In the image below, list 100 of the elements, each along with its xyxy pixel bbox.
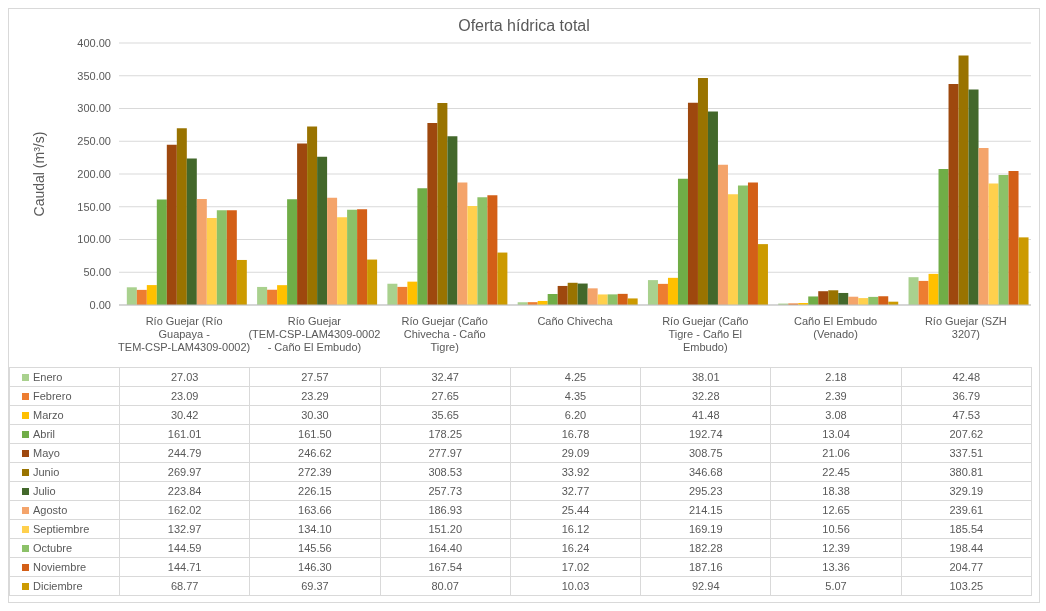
legend-label: Enero [9,367,120,387]
data-label: 214.15 [640,500,771,520]
data-label: 151.20 [380,519,511,539]
data-label: 18.38 [770,481,902,501]
y-tick-label: 100.00 [77,233,111,246]
data-label: 204.77 [901,557,1032,577]
data-label: 33.92 [510,462,641,482]
data-label: 144.71 [119,557,250,577]
data-label: 257.73 [380,481,511,501]
data-label: 32.47 [380,367,511,387]
data-label: 144.59 [119,538,250,558]
data-label: 4.35 [510,386,641,406]
data-label: 17.02 [510,557,641,577]
data-label: 244.79 [119,443,250,463]
legend-label: Noviembre [9,557,120,577]
data-label: 103.25 [901,576,1032,596]
data-label: 207.62 [901,424,1032,444]
data-label: 346.68 [640,462,771,482]
data-label: 182.28 [640,538,771,558]
data-label: 161.01 [119,424,250,444]
data-label: 169.19 [640,519,771,539]
data-label: 2.18 [770,367,902,387]
data-label: 198.44 [901,538,1032,558]
data-label: 380.81 [901,462,1032,482]
data-label: 132.97 [119,519,250,539]
data-label: 239.61 [901,500,1032,520]
legend-label: Agosto [9,500,120,520]
data-label: 27.03 [119,367,250,387]
data-label: 13.04 [770,424,902,444]
data-label: 80.07 [380,576,511,596]
x-tick-label: Río Guejar (Caño Chivecha - Caño Tigre) [401,315,488,353]
data-label: 187.16 [640,557,771,577]
data-label: 186.93 [380,500,511,520]
data-label: 68.77 [119,576,250,596]
data-label: 2.39 [770,386,902,406]
data-label: 47.53 [901,405,1032,425]
data-label: 30.30 [249,405,381,425]
x-tick-label: Río Guejar (SZH 3207) [924,315,1007,340]
data-label: 12.39 [770,538,902,558]
data-label: 10.56 [770,519,902,539]
data-label: 16.78 [510,424,641,444]
y-tick-label: 300.00 [77,102,111,115]
x-tick-label: Caño El Embudo (Venado) [793,315,878,340]
data-label: 69.37 [249,576,381,596]
legend-label: Mayo [9,443,120,463]
chart-title: Oferta hídrica total [457,16,591,36]
data-label: 163.66 [249,500,381,520]
data-label: 21.06 [770,443,902,463]
data-label: 12.65 [770,500,902,520]
data-label: 36.79 [901,386,1032,406]
data-label: 22.45 [770,462,902,482]
data-label: 223.84 [119,481,250,501]
data-label: 10.03 [510,576,641,596]
data-label: 23.29 [249,386,381,406]
data-label: 134.10 [249,519,381,539]
data-label: 30.42 [119,405,250,425]
data-label: 192.74 [640,424,771,444]
data-label: 226.15 [249,481,381,501]
data-label: 35.65 [380,405,511,425]
legend-label: Diciembre [9,576,120,596]
y-tick-label: 400.00 [77,36,111,49]
data-label: 329.19 [901,481,1032,501]
data-label: 32.77 [510,481,641,501]
y-tick-label: 0.00 [89,298,111,311]
data-label: 23.09 [119,386,250,406]
data-label: 4.25 [510,367,641,387]
data-label: 185.54 [901,519,1032,539]
legend-label: Junio [9,462,120,482]
data-label: 277.97 [380,443,511,463]
data-label: 308.53 [380,462,511,482]
data-label: 5.07 [770,576,902,596]
data-label: 29.09 [510,443,641,463]
data-label: 16.24 [510,538,641,558]
data-label: 32.28 [640,386,771,406]
legend-label: Octubre [9,538,120,558]
data-label: 161.50 [249,424,381,444]
legend-label: Abril [9,424,120,444]
y-tick-label: 350.00 [77,69,111,82]
data-label: 178.25 [380,424,511,444]
y-tick-label: 200.00 [77,167,111,180]
data-label: 6.20 [510,405,641,425]
data-label: 13.36 [770,557,902,577]
data-label: 27.65 [380,386,511,406]
data-label: 167.54 [380,557,511,577]
data-label: 295.23 [640,481,771,501]
data-label: 164.40 [380,538,511,558]
legend-label: Julio [9,481,120,501]
legend-label: Febrero [9,386,120,406]
data-label: 27.57 [249,367,381,387]
data-label: 145.56 [249,538,381,558]
data-label: 42.48 [901,367,1032,387]
data-label: 337.51 [901,443,1032,463]
data-label: 38.01 [640,367,771,387]
data-label: 146.30 [249,557,381,577]
data-label: 41.48 [640,405,771,425]
x-tick-label: Caño Chivecha [537,315,614,327]
data-label: 272.39 [249,462,381,482]
data-label: 3.08 [770,405,902,425]
x-tick-label: Río Guejar (Caño Tigre - Caño El Embudo) [662,315,749,353]
y-tick-label: 50.00 [83,266,111,279]
